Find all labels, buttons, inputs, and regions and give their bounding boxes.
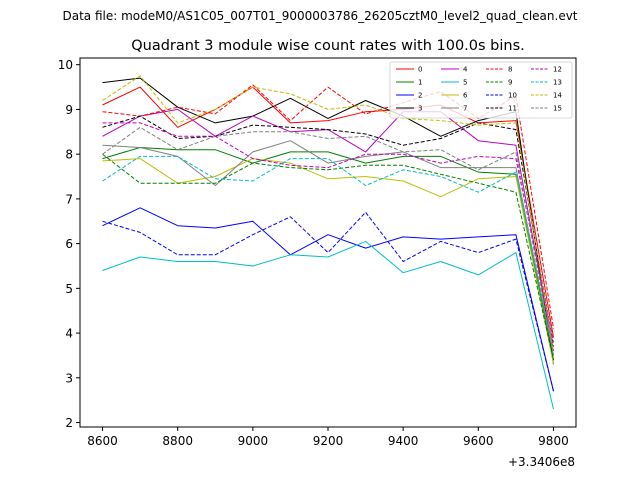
legend-label-9: 9 bbox=[508, 79, 512, 87]
legend-label-10: 10 bbox=[508, 92, 517, 100]
legend-label-15: 15 bbox=[553, 105, 562, 113]
series-line-3 bbox=[102, 77, 554, 365]
data-file-suptitle: Data file: modeM0/AS1C05_007T01_90000037… bbox=[62, 9, 577, 23]
series-line-2 bbox=[102, 207, 554, 392]
legend-label-8: 8 bbox=[508, 66, 512, 74]
y-tick-label: 6 bbox=[65, 237, 73, 251]
chart-title: Quadrant 3 module wise count rates with … bbox=[131, 38, 525, 54]
y-tick-label: 4 bbox=[65, 327, 73, 341]
x-tick-label: 9000 bbox=[238, 434, 269, 448]
legend-label-4: 4 bbox=[463, 66, 468, 74]
plot-area: 8600 8800 9000 9200 9400 9600 9800 2345678910 … bbox=[58, 57, 577, 469]
x-axis: 8600 8800 9000 9200 9400 9600 9800 bbox=[87, 427, 569, 448]
x-axis-offset-label: +3.3406e8 bbox=[508, 455, 575, 469]
y-tick-label: 8 bbox=[65, 148, 73, 162]
legend-label-0: 0 bbox=[418, 66, 422, 74]
series-line-8 bbox=[102, 84, 554, 329]
series-line-1 bbox=[102, 147, 554, 360]
legend-label-14: 14 bbox=[553, 92, 562, 100]
series-line-12 bbox=[102, 122, 554, 343]
legend-label-2: 2 bbox=[418, 92, 422, 100]
y-tick-label: 2 bbox=[65, 416, 73, 430]
x-tick-label: 9200 bbox=[313, 434, 344, 448]
y-tick-label: 7 bbox=[65, 192, 73, 206]
series-layer bbox=[102, 75, 554, 410]
legend-box bbox=[389, 61, 573, 119]
legend-label-12: 12 bbox=[553, 66, 562, 74]
y-tick-label: 10 bbox=[58, 58, 73, 72]
series-line-13 bbox=[102, 155, 554, 356]
x-tick-label: 9600 bbox=[463, 434, 494, 448]
series-line-15 bbox=[102, 126, 554, 356]
legend-label-3: 3 bbox=[418, 105, 422, 113]
y-tick-label: 9 bbox=[65, 103, 73, 117]
legend-label-5: 5 bbox=[463, 79, 467, 87]
series-line-7 bbox=[102, 140, 554, 356]
series-line-5 bbox=[102, 240, 554, 410]
legend-label-6: 6 bbox=[463, 92, 468, 100]
x-tick-label: 9400 bbox=[388, 434, 419, 448]
y-tick-label: 5 bbox=[65, 282, 73, 296]
legend-label-11: 11 bbox=[508, 105, 517, 113]
legend-label-7: 7 bbox=[463, 105, 467, 113]
x-tick-label: 8800 bbox=[162, 434, 193, 448]
x-tick-label: 8600 bbox=[87, 434, 118, 448]
y-axis: 2 3 4 5 6 7 8 9 10 bbox=[58, 58, 80, 430]
legend-label-1: 1 bbox=[418, 79, 422, 87]
series-line-14 bbox=[102, 75, 554, 352]
y-tick-label: 3 bbox=[65, 371, 73, 385]
series-line-9 bbox=[102, 153, 554, 361]
x-tick-label: 9800 bbox=[538, 434, 569, 448]
series-line-11 bbox=[102, 115, 554, 347]
legend-label-13: 13 bbox=[553, 79, 562, 87]
